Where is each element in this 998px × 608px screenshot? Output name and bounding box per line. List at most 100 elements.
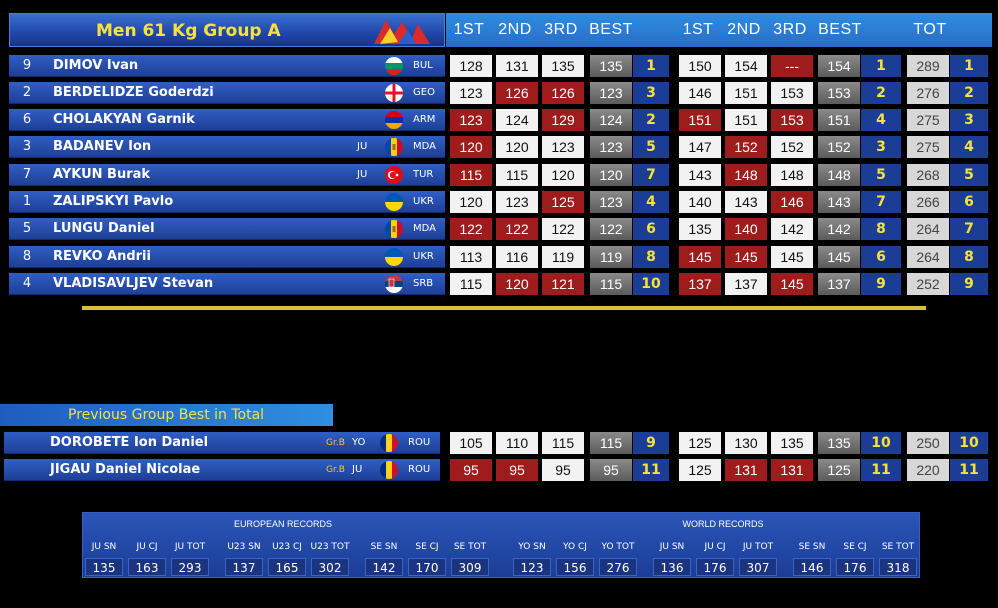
- category-label: JU: [352, 464, 363, 475]
- total-rank: 9: [950, 273, 988, 295]
- total-rank: 5: [950, 164, 988, 186]
- snatch-attempt-3: 95: [542, 459, 584, 481]
- cj-best: 154: [818, 55, 860, 77]
- cj-attempt-1: 150: [679, 55, 721, 77]
- snatch-best: 123: [590, 191, 632, 213]
- cj-attempt-2: 131: [725, 459, 767, 481]
- event-title-bar: Men 61 Kg Group A: [9, 13, 445, 47]
- athlete-name: CHOLAKYAN Garnik: [53, 112, 195, 127]
- nation-code: ARM: [413, 114, 436, 125]
- athlete-name: ZALIPSKYI Pavlo: [53, 194, 174, 209]
- nation-code: ROU: [408, 437, 431, 448]
- nation-code: BUL: [413, 60, 433, 71]
- flag-ukr-icon: [385, 193, 403, 211]
- record-value: 318: [879, 558, 917, 576]
- records-panel: EUROPEAN RECORDS WORLD RECORDS JU SN 135 J…: [82, 512, 920, 578]
- snatch-best: 135: [590, 55, 632, 77]
- total-rank: 7: [950, 218, 988, 240]
- flag-geo-icon: [385, 84, 403, 102]
- record-label: JU CJ: [704, 542, 726, 552]
- record-value: 165: [268, 558, 306, 576]
- cj-attempt-1: 147: [679, 136, 721, 158]
- snatch-attempt-1: 123: [450, 109, 492, 131]
- cj-attempt-2: 154: [725, 55, 767, 77]
- record-value: 176: [696, 558, 734, 576]
- cj-best: 135: [818, 432, 860, 454]
- total-value: 275: [907, 136, 949, 158]
- flag-arm-icon: [385, 111, 403, 129]
- snatch-attempt-2: 120: [496, 136, 538, 158]
- record-label: YO SN: [518, 542, 546, 552]
- cj-attempt-2: 140: [725, 218, 767, 240]
- total-value: 264: [907, 218, 949, 240]
- category-label: YO: [352, 437, 366, 448]
- group-label: Gr.B: [326, 438, 345, 448]
- snatch-attempt-1: 122: [450, 218, 492, 240]
- snatch-best: 115: [590, 432, 632, 454]
- athlete-name: DIMOV Ivan: [53, 58, 139, 73]
- snatch-rank: 5: [633, 136, 669, 158]
- world-records-label: WORLD RECORDS: [682, 519, 764, 529]
- athlete-row: 2 BERDELIDZE Goderdzi GEO: [9, 82, 445, 104]
- total-rank: 1: [950, 55, 988, 77]
- snatch-attempt-3: 120: [542, 164, 584, 186]
- snatch-attempt-3: 125: [542, 191, 584, 213]
- record-label: JU CJ: [136, 542, 158, 552]
- snatch-best: 122: [590, 218, 632, 240]
- cj-attempt-2: 152: [725, 136, 767, 158]
- cj-attempt-1: 125: [679, 432, 721, 454]
- snatch-rank: 8: [633, 246, 669, 268]
- total-value: 266: [907, 191, 949, 213]
- cj-attempt-3: 142: [771, 218, 813, 240]
- record-label: SE CJ: [843, 542, 867, 552]
- athlete-row: 4 VLADISAVLJEV Stevan SRB: [9, 273, 445, 295]
- snatch-attempt-2: 95: [496, 459, 538, 481]
- record-value: 137: [225, 558, 263, 576]
- cj-attempt-3: 145: [771, 246, 813, 268]
- flag-mda-icon: [385, 138, 403, 156]
- record-label: U23 TOT: [310, 542, 350, 552]
- record-label: SE SN: [798, 542, 826, 552]
- record-label: SE SN: [370, 542, 398, 552]
- lot-number: 4: [22, 276, 32, 291]
- record-value: 309: [451, 558, 489, 576]
- snatch-best: 115: [590, 273, 632, 295]
- record-label: YO CJ: [563, 542, 587, 552]
- athlete-row: 7 AYKUN Burak JU TUR: [9, 164, 445, 186]
- cj-attempt-1: 140: [679, 191, 721, 213]
- snatch-attempt-2: 116: [496, 246, 538, 268]
- record-label: YO TOT: [601, 542, 635, 552]
- lot-number: 7: [22, 167, 32, 182]
- cj-attempt-1: 145: [679, 246, 721, 268]
- snatch-attempt-2: 131: [496, 55, 538, 77]
- flag-srb-icon: [385, 275, 403, 293]
- cj-attempt-2: 137: [725, 273, 767, 295]
- athlete-row: 9 DIMOV Ivan BUL: [9, 55, 445, 77]
- cj-rank: 7: [861, 191, 901, 213]
- snatch-attempt-2: 110: [496, 432, 538, 454]
- total-value: 250: [907, 432, 949, 454]
- cj-2nd-header: 2ND: [727, 21, 761, 38]
- record-label: SE TOT: [881, 542, 915, 552]
- cj-best: 125: [818, 459, 860, 481]
- cj-rank: 10: [861, 432, 901, 454]
- snatch-rank: 7: [633, 164, 669, 186]
- flag-mda-icon: [385, 220, 403, 238]
- flag-rou-icon: [380, 461, 398, 479]
- nation-code: UKR: [413, 251, 434, 262]
- snatch-rank: 9: [633, 432, 669, 454]
- nation-code: MDA: [413, 223, 436, 234]
- lot-number: 3: [22, 139, 32, 154]
- snatch-rank: 10: [633, 273, 669, 295]
- total-rank: 6: [950, 191, 988, 213]
- snatch-attempt-1: 105: [450, 432, 492, 454]
- cj-attempt-3: ---: [771, 55, 813, 77]
- total-value: 220: [907, 459, 949, 481]
- cj-best-header: BEST: [818, 21, 862, 38]
- total-rank: 3: [950, 109, 988, 131]
- nation-code: SRB: [413, 278, 434, 289]
- cj-best: 143: [818, 191, 860, 213]
- athlete-row: 3 BADANEV Ion JU MDA: [9, 136, 445, 158]
- athlete-name: JIGAU Daniel Nicolae: [50, 462, 201, 477]
- cj-attempt-1: 143: [679, 164, 721, 186]
